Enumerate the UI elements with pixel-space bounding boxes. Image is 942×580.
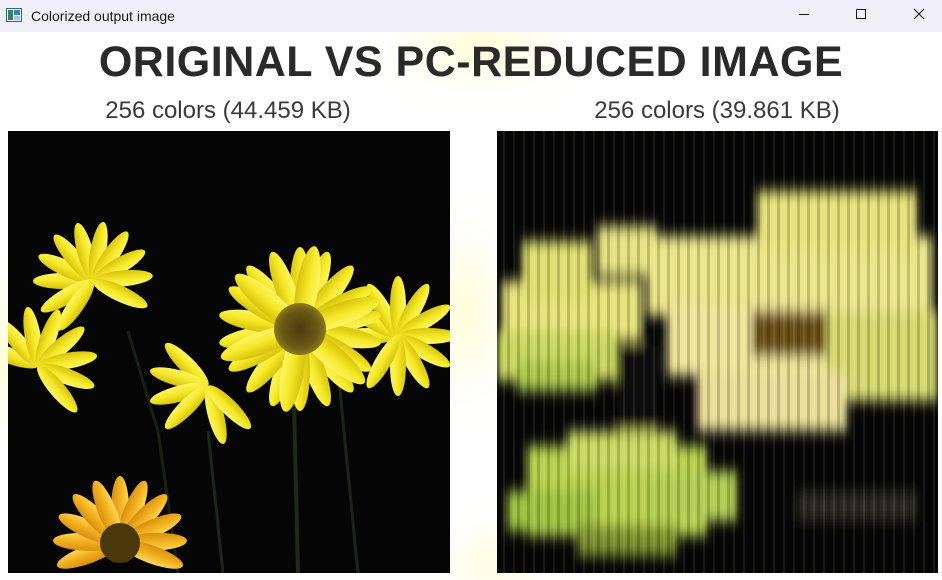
reduced-image-caption: 256 colors (39.861 KB) bbox=[594, 97, 840, 124]
app-image-icon bbox=[6, 8, 22, 22]
minimize-button[interactable] bbox=[781, 0, 827, 32]
minimize-icon bbox=[798, 7, 810, 25]
original-flowers-image bbox=[8, 131, 450, 573]
maximize-button[interactable] bbox=[838, 0, 884, 32]
close-icon bbox=[913, 7, 925, 25]
window-title: Colorized output image bbox=[31, 8, 175, 24]
maximize-icon bbox=[855, 7, 867, 25]
original-image-caption: 256 colors (44.459 KB) bbox=[105, 97, 351, 124]
page-title: ORIGINAL VS PC-REDUCED IMAGE bbox=[98, 38, 844, 86]
close-button[interactable] bbox=[896, 0, 942, 32]
title-bar[interactable]: Colorized output image bbox=[0, 0, 942, 32]
image-canvas: ORIGINAL VS PC-REDUCED IMAGE 256 colors … bbox=[0, 32, 942, 580]
pc-reduced-flowers-image bbox=[497, 131, 938, 573]
